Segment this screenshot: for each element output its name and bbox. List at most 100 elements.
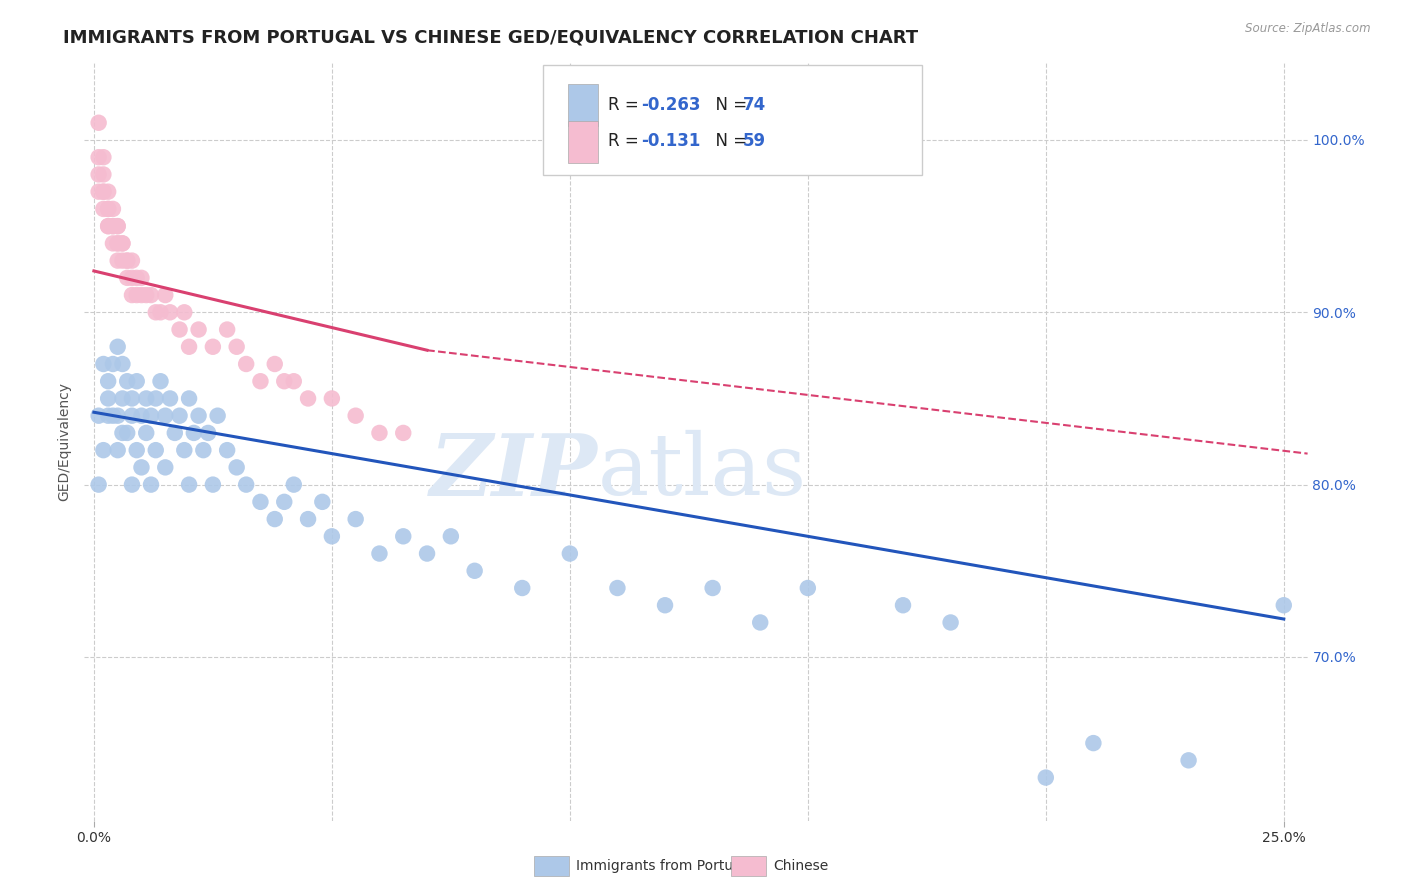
Point [368,547,391,561]
Text: Chinese: Chinese [773,859,828,873]
Point [97,219,120,234]
Point [159,392,181,406]
Point [297,512,319,526]
Point [939,615,962,630]
Text: 74: 74 [742,96,766,114]
Point [87,185,110,199]
Point [101,219,124,234]
Point [107,236,129,251]
Point [101,202,124,216]
Point [121,477,143,491]
Point [87,409,110,423]
Point [654,599,676,613]
Point [321,392,343,406]
FancyBboxPatch shape [568,120,598,162]
Point [163,425,186,440]
Text: R =: R = [607,96,644,114]
Point [201,340,224,354]
Point [273,495,295,509]
Point [107,443,129,458]
Point [135,392,157,406]
Point [510,581,533,595]
Point [183,425,205,440]
Point [131,270,153,285]
Text: -0.131: -0.131 [641,132,700,150]
Point [368,425,391,440]
Point [283,374,305,388]
Point [97,202,120,216]
Point [155,460,177,475]
Text: 59: 59 [742,132,766,150]
Text: N =: N = [704,96,752,114]
Point [225,460,247,475]
Point [135,288,157,302]
Point [115,270,138,285]
Point [159,305,181,319]
Point [225,340,247,354]
Point [201,477,224,491]
Point [101,409,124,423]
Text: Immigrants from Portugal: Immigrants from Portugal [576,859,755,873]
Point [344,409,367,423]
Point [131,409,153,423]
Point [749,615,772,630]
Text: Source: ZipAtlas.com: Source: ZipAtlas.com [1246,22,1371,36]
Point [111,357,134,371]
Point [111,236,134,251]
Point [121,392,143,406]
Point [97,392,120,406]
Point [193,443,215,458]
Point [131,288,153,302]
Text: N =: N = [704,132,752,150]
Point [207,409,229,423]
Point [97,374,120,388]
Point [101,219,124,234]
Point [101,357,124,371]
Point [93,168,115,182]
Point [97,409,120,423]
Point [235,357,257,371]
Point [107,236,129,251]
Point [187,409,209,423]
Point [173,443,195,458]
Point [121,288,143,302]
Point [891,599,914,613]
Point [177,340,200,354]
Point [111,236,134,251]
Point [344,512,367,526]
Point [97,185,120,199]
Point [121,253,143,268]
Point [139,288,162,302]
Point [263,357,285,371]
Point [87,150,110,164]
Point [558,547,581,561]
Text: IMMIGRANTS FROM PORTUGAL VS CHINESE GED/EQUIVALENCY CORRELATION CHART: IMMIGRANTS FROM PORTUGAL VS CHINESE GED/… [63,29,918,46]
Point [125,288,148,302]
Point [145,443,167,458]
Point [93,185,115,199]
Point [311,495,333,509]
Point [125,443,148,458]
Text: R =: R = [607,132,644,150]
Point [1272,599,1295,613]
Point [115,253,138,268]
Point [107,219,129,234]
Point [115,253,138,268]
Point [155,409,177,423]
Point [93,202,115,216]
Point [145,392,167,406]
Point [125,270,148,285]
Point [139,477,162,491]
Point [797,581,820,595]
Point [249,374,271,388]
Point [121,409,143,423]
Point [111,425,134,440]
Point [125,374,148,388]
Point [173,305,195,319]
Text: ZIP: ZIP [430,430,598,514]
Point [187,322,209,336]
Point [111,253,134,268]
Point [1083,736,1105,750]
Point [392,425,415,440]
Point [107,409,129,423]
